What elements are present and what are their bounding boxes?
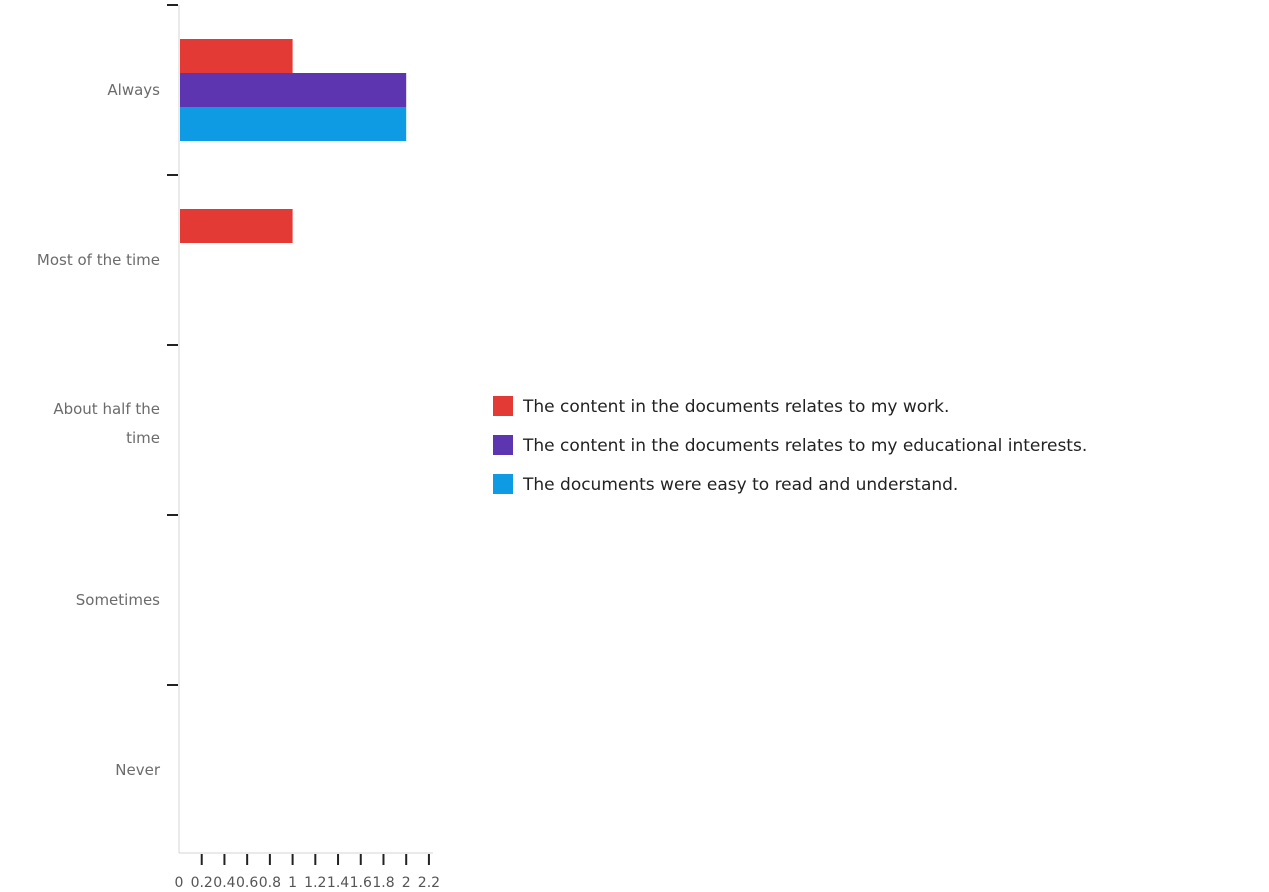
x-tick-label: 1 [288, 875, 297, 891]
x-tick-label: 0.2 [191, 875, 213, 891]
x-tick-label: 0.4 [213, 875, 235, 891]
bar-always-series-1 [180, 39, 293, 73]
bar-always-series-2 [180, 73, 407, 107]
x-tick-label: 2 [402, 875, 411, 891]
axes [167, 4, 433, 865]
x-tick-label: 1.4 [327, 875, 349, 891]
category-label-about-half-the-time: About half the time [53, 400, 160, 447]
legend-swatch-2 [493, 435, 513, 455]
category-label-never: Never [115, 761, 161, 779]
legend-swatch-3 [493, 474, 513, 494]
bar-most-of-the-time-series-1 [180, 209, 293, 243]
category-label-sometimes: Sometimes [76, 591, 160, 609]
x-tick-labels: 0 0.2 0.4 0.6 0.8 1 1.2 1.4 1.6 1.8 2 2.2 [175, 875, 441, 891]
x-tick-label: 2.2 [418, 875, 440, 891]
legend-label-2: The content in the documents relates to … [522, 436, 1087, 456]
x-tick-label: 0.8 [259, 875, 281, 891]
x-tick-label: 0 [175, 875, 184, 891]
x-tick-label: 1.6 [350, 875, 372, 891]
category-label-most-of-the-time: Most of the time [37, 251, 160, 269]
category-labels: Always Most of the time About half the time… [37, 81, 161, 779]
legend-swatch-1 [493, 396, 513, 416]
x-tick-label: 1.2 [304, 875, 326, 891]
bar-always-series-3 [180, 107, 407, 141]
legend-label-1: The content in the documents relates to … [522, 397, 949, 417]
legend-label-3: The documents were easy to read and unde… [522, 475, 958, 495]
x-tick-label: 0.6 [236, 875, 258, 891]
legend: The content in the documents relates to … [493, 396, 1087, 495]
bars [180, 39, 407, 243]
category-label-always: Always [107, 81, 160, 99]
x-tick-label: 1.8 [372, 875, 394, 891]
